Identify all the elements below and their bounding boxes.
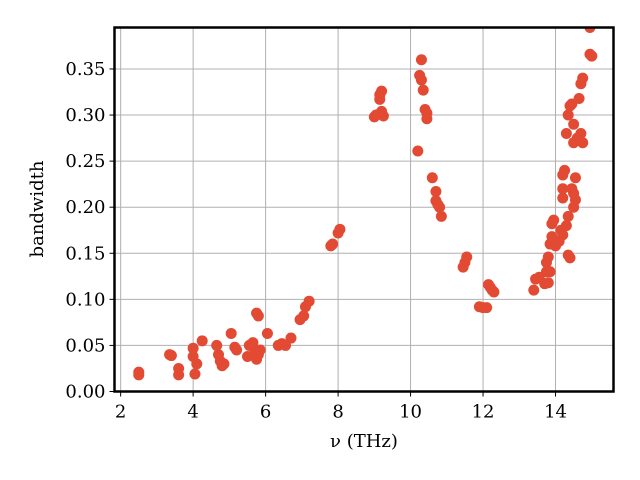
data-point	[548, 214, 560, 226]
data-point	[187, 342, 199, 354]
data-point	[415, 54, 427, 66]
data-point	[376, 85, 388, 97]
data-point	[303, 295, 315, 307]
data-point	[252, 310, 264, 322]
x-axis-label: ν (THz)	[330, 431, 398, 452]
y-tick-label: 0.00	[65, 382, 105, 403]
data-point	[542, 251, 554, 263]
x-tick-label: 10	[399, 402, 422, 423]
data-point	[542, 277, 554, 289]
data-point	[421, 113, 433, 125]
data-point	[528, 284, 540, 296]
data-point	[412, 145, 424, 157]
data-point	[426, 172, 438, 184]
data-point	[376, 105, 388, 117]
data-point	[434, 201, 446, 213]
data-point	[435, 210, 447, 222]
data-point	[577, 137, 589, 149]
y-tick-label: 0.10	[65, 289, 105, 310]
data-point	[231, 344, 243, 356]
data-point	[569, 172, 581, 184]
data-point	[559, 164, 571, 176]
y-tick-label: 0.20	[65, 197, 105, 218]
x-tick-label: 8	[332, 402, 343, 423]
data-point	[173, 362, 185, 374]
data-point	[560, 127, 572, 139]
y-tick-label: 0.30	[65, 105, 105, 126]
data-points	[133, 27, 598, 381]
y-axis-label: bandwidth	[27, 160, 48, 257]
data-point	[189, 368, 201, 380]
data-point	[557, 183, 569, 195]
x-tick-label: 14	[544, 402, 567, 423]
x-tick-label: 6	[260, 402, 271, 423]
data-point	[247, 337, 259, 349]
data-point	[254, 344, 266, 356]
data-point	[544, 266, 556, 278]
data-point	[327, 238, 339, 250]
data-point	[430, 186, 442, 198]
data-point	[133, 366, 145, 378]
data-point	[568, 118, 580, 130]
data-point	[216, 360, 228, 372]
data-point	[261, 327, 273, 339]
data-point	[461, 251, 473, 263]
data-point	[569, 194, 581, 206]
y-axis-ticks: 0.00 0.05 0.10 0.15 0.20 0.25 0.30 0.35	[65, 59, 115, 403]
data-point	[577, 72, 589, 84]
data-point	[573, 92, 585, 104]
data-point	[298, 310, 310, 322]
y-tick-label: 0.25	[65, 151, 105, 172]
data-point	[334, 223, 346, 235]
data-point	[285, 332, 297, 344]
data-point	[586, 50, 598, 62]
x-tick-label: 2	[115, 402, 126, 423]
y-tick-label: 0.15	[65, 243, 105, 264]
data-point	[557, 192, 569, 204]
data-point	[557, 229, 569, 241]
data-point	[415, 74, 427, 86]
data-point	[562, 210, 574, 222]
x-axis-ticks: 2 4 6 8 10 12 14	[115, 391, 567, 423]
data-point	[481, 302, 493, 314]
data-point	[211, 339, 223, 351]
data-point	[191, 358, 203, 370]
plot-frame	[113, 26, 615, 393]
data-point	[225, 327, 237, 339]
data-point	[488, 286, 500, 298]
x-tick-label: 12	[472, 402, 495, 423]
y-tick-label: 0.05	[65, 335, 105, 356]
data-point	[417, 84, 429, 96]
x-tick-label: 4	[187, 402, 198, 423]
data-point	[584, 27, 596, 33]
data-point	[562, 109, 574, 121]
data-point	[564, 252, 576, 264]
data-point	[165, 350, 177, 362]
grid-lines	[114, 27, 614, 392]
data-point	[575, 127, 587, 139]
data-point	[560, 220, 572, 232]
data-point	[196, 335, 208, 347]
y-tick-label: 0.35	[65, 59, 105, 80]
